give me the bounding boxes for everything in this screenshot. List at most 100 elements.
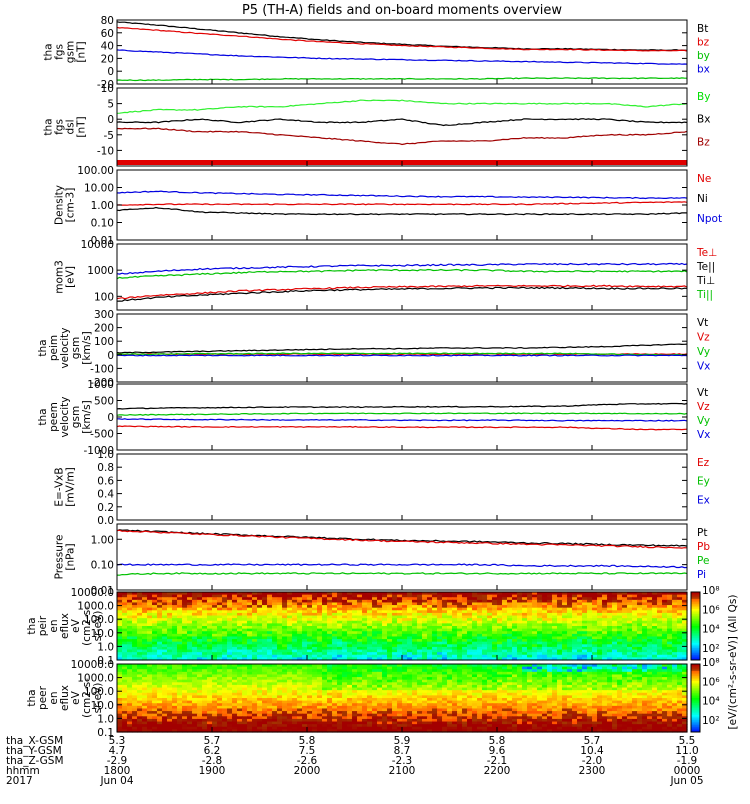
series-line-Vz [117,426,687,430]
y-tick-label: 1000 [87,265,114,277]
legend-entry: Pe [697,555,709,567]
legend-entry: Te⊥ [696,247,717,259]
y-tick-label: 0.6 [97,475,114,487]
panel-3: 0.010.101.0010.00100.00Density[cm-3]NeNi… [54,165,723,247]
y-tick-label: 0 [107,66,114,78]
y-tick-label: 10000 [81,239,114,251]
legend-entry: Ez [697,457,710,469]
legend-entry: By [697,91,710,103]
legend-entry: bx [697,64,710,76]
legend-entry: by [697,50,710,62]
y-tick-label: 100 [94,291,114,303]
series-line-Pe [117,573,687,575]
y-axis-label: [km/s] [81,331,93,365]
series-line-Te⊥ [117,285,687,298]
y-tick-label: -100 [90,363,114,375]
y-tick-label: 0 [107,412,114,424]
chart-title: P5 (TH-A) fields and on-board moments ov… [242,3,562,18]
y-tick-label: 10000.0 [71,587,114,599]
legend-entry: Ni [697,193,708,205]
legend-entry: Ti⊥ [696,275,715,287]
y-tick-label: 0.2 [97,502,114,514]
y-tick-label: 100.00 [77,165,114,177]
panel-frame [117,454,687,520]
y-tick-label: 1.00 [91,534,114,546]
y-tick-label: 0 [107,114,114,126]
y-axis-label: [km/s] [81,400,93,434]
legend-entry: Pb [697,541,710,553]
legend-entry: bz [697,37,710,49]
y-tick-label: 80 [101,15,114,27]
legend-entry: Vx [697,361,710,373]
series-line-Te|| [117,287,687,301]
legend-entry: Ex [697,494,710,506]
legend-entry: Bt [697,23,708,35]
legend-entry: Ey [697,476,710,488]
y-tick-label: 1.0 [97,449,114,461]
series-line-Ne [117,202,687,205]
y-tick-label: 1000 [87,379,114,391]
y-tick-label: 0 [107,350,114,362]
y-tick-label: 10 [101,83,114,95]
y-tick-label: 500 [94,396,114,408]
y-tick-label: 0.8 [97,462,114,474]
series-line-Vx [117,355,687,356]
y-axis-label: [eV] [65,266,77,288]
legend-entry: Ti|| [696,289,713,301]
y-tick-label: -5 [104,130,114,142]
series-line-Bz [117,128,687,144]
series-line-Ni [117,208,687,215]
series-line-Ti|| [117,270,687,279]
legend-entry: Te|| [696,261,715,273]
y-tick-label: 100 [94,336,114,348]
series-line-Vt [117,404,687,410]
series-line-Vx [117,419,687,421]
y-axis-label: [nT] [76,41,88,62]
panel-frame [117,244,687,310]
y-tick-label: 0.4 [97,489,114,501]
panel-frame [117,384,687,450]
legend-entry: Pi [697,569,706,581]
y-tick-label: 1.0 [97,641,114,653]
y-axis-label: [nT] [76,116,88,137]
legend-entry: Vy [697,346,710,358]
legend-entry: Ne [697,173,711,185]
y-tick-label: 200 [94,323,114,335]
y-tick-label: 20 [101,53,114,65]
legend-entry: Vz [697,332,710,344]
y-tick-label: -10 [97,145,114,157]
legend-entry: Npot [697,213,722,225]
y-axis-label: [nPa] [65,543,77,570]
series-line-By [117,100,687,113]
series-line-bx [117,50,687,64]
y-tick-label: 0.10 [91,560,114,572]
series-line-Vt [117,344,687,353]
series-line-Npot [117,191,687,198]
y-tick-label: 300 [94,309,114,321]
legend-entry: Vz [697,401,710,413]
y-tick-label: 0.10 [91,218,114,230]
series-line-Pt [117,530,687,546]
series-line-Pi [117,564,687,568]
legend-entry: Vy [697,415,710,427]
y-tick-label: 40 [101,41,114,53]
y-axis-label: sr-eV) [92,611,104,642]
y-tick-label: 60 [101,28,114,40]
y-tick-label: 0.0 [97,515,114,527]
legend-entry: Pt [697,527,707,539]
series-line-Ti⊥ [117,264,687,275]
panel-frame [117,314,687,382]
legend-entry: Bz [697,136,710,148]
y-tick-label: 1.00 [91,200,114,212]
legend-entry: Bx [697,114,710,126]
